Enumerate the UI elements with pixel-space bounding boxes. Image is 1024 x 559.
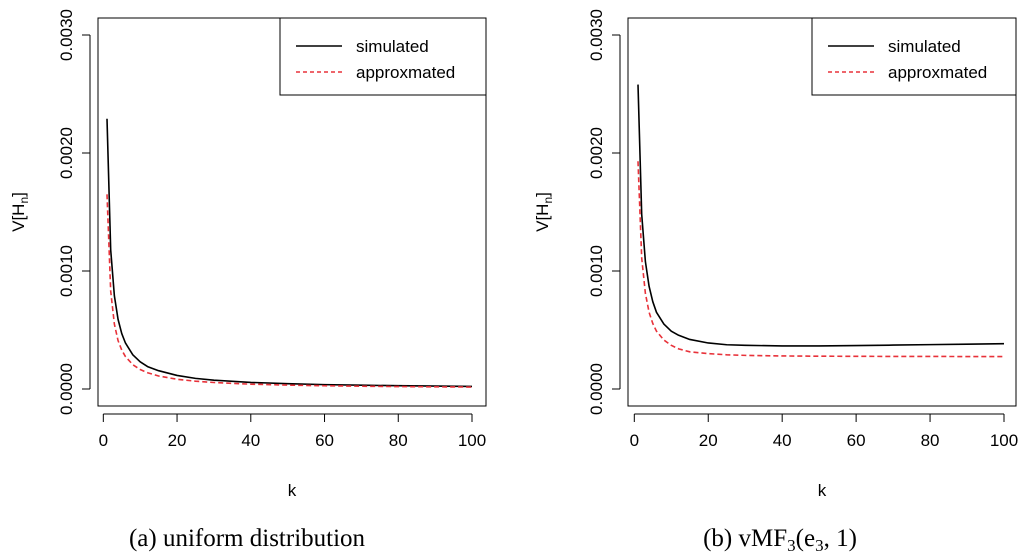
x-tick-label: 0 (99, 431, 108, 450)
series-lines (637, 84, 1005, 358)
y-tick-label: 0.0000 (57, 363, 76, 415)
series-line-approxmated (106, 194, 473, 388)
series-line-approxmated (637, 161, 1004, 358)
y-ticks: 0.0000 0.0010 0.0020 0.0030 (57, 9, 91, 415)
legend-label-approxmated: approxmated (888, 63, 987, 82)
legend: simulated approxmated (279, 17, 487, 96)
legend: simulated approxmated (811, 17, 1017, 96)
x-axis-label: k (818, 481, 827, 500)
x-tick-label: 0 (630, 431, 639, 450)
caption-a: (a) uniform distribution (129, 525, 366, 552)
y-tick-label: 0.0010 (57, 245, 76, 297)
y-tick-label: 0.0030 (57, 9, 76, 61)
x-tick-label: 80 (389, 431, 408, 450)
x-tick-label: 40 (241, 431, 260, 450)
x-tick-label: 100 (990, 431, 1018, 450)
legend-box (811, 17, 1017, 96)
caption-b: (b) vMF3(e3, 1) (703, 525, 857, 555)
x-axis-label: k (288, 481, 297, 500)
y-axis-label: V[Hn] (9, 192, 31, 232)
y-ticks: 0.0000 0.0010 0.0020 0.0030 (587, 9, 621, 415)
y-tick-label: 0.0020 (57, 127, 76, 179)
legend-box (279, 17, 487, 96)
x-tick-label: 60 (847, 431, 866, 450)
legend-label-simulated: simulated (356, 37, 429, 56)
legend-label-approxmated: approxmated (356, 63, 455, 82)
x-tick-label: 60 (315, 431, 334, 450)
series-lines (106, 118, 473, 388)
x-tick-label: 20 (168, 431, 187, 450)
x-tick-label: 20 (699, 431, 718, 450)
x-ticks: 0 20 40 60 80 100 (630, 413, 1018, 450)
series-line-simulated (106, 118, 473, 388)
x-tick-label: 40 (773, 431, 792, 450)
y-axis-label: V[Hn] (533, 192, 555, 232)
legend-label-simulated: simulated (888, 37, 961, 56)
y-tick-label: 0.0010 (587, 245, 606, 297)
y-tick-label: 0.0020 (587, 127, 606, 179)
y-tick-label: 0.0030 (587, 9, 606, 61)
x-ticks: 0 20 40 60 80 100 (99, 413, 486, 450)
x-tick-label: 100 (458, 431, 486, 450)
series-line-simulated (637, 84, 1005, 347)
x-tick-label: 80 (921, 431, 940, 450)
y-tick-label: 0.0000 (587, 363, 606, 415)
